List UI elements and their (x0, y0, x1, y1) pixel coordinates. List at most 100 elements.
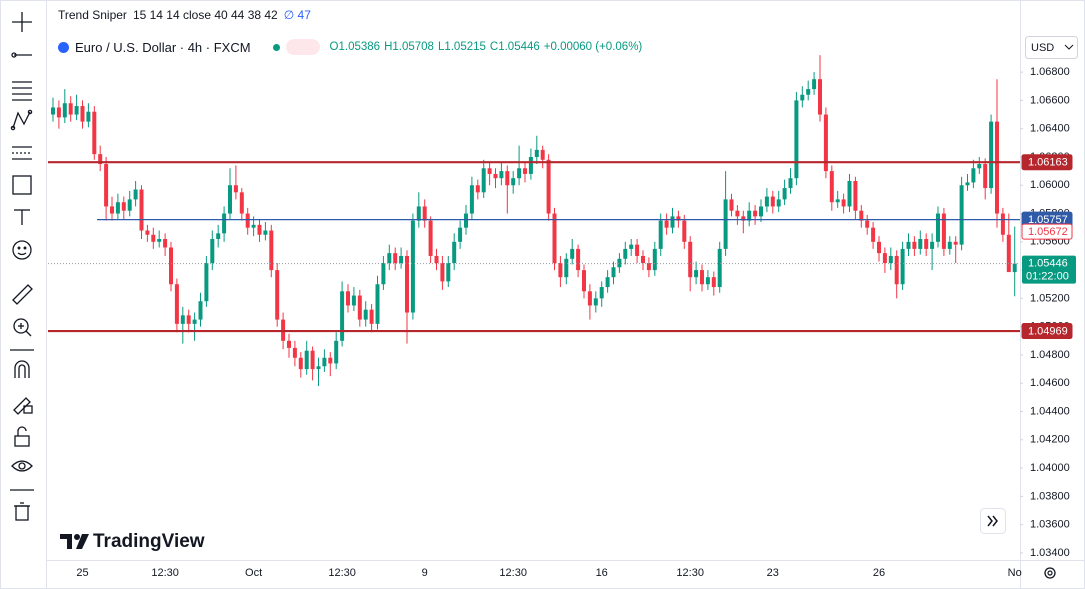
x-tick-label: 23 (767, 567, 779, 579)
candle-body-down (882, 253, 887, 264)
candle-body-down (245, 213, 250, 228)
remove-tool[interactable] (14, 502, 30, 521)
text-tool[interactable] (14, 209, 30, 225)
candle-body-up (180, 315, 185, 324)
candle-body-down (357, 295, 362, 320)
candle-body-up (216, 233, 221, 239)
magnet-tool[interactable] (14, 360, 30, 378)
candle-body-down (676, 216, 681, 221)
y-tick-label: 1.04800 (1030, 349, 1070, 361)
candle-body-up (947, 241, 952, 249)
candle-body-up (481, 168, 486, 193)
candle-body-up (605, 277, 610, 288)
candle-body-up (776, 199, 781, 207)
candle-body-up (623, 248, 628, 259)
candle-body-down (80, 106, 85, 122)
crosshair-tool[interactable] (12, 12, 32, 32)
candle-body-down (98, 154, 103, 165)
candle-body-up (316, 366, 321, 370)
zoom-tool[interactable] (13, 318, 32, 337)
settings-button[interactable] (1044, 567, 1056, 579)
candle-body-down (493, 173, 498, 179)
candle-body-down (894, 255, 899, 285)
candle-body-up (399, 255, 404, 264)
lock-tool[interactable] (14, 426, 30, 447)
candle-body-up (759, 206, 763, 217)
pattern-tool[interactable] (10, 109, 33, 131)
candle-body-down (546, 159, 551, 214)
candle-body-down (1006, 234, 1011, 273)
candle-body-down (859, 210, 864, 221)
visibility-tool[interactable] (11, 460, 33, 472)
candle-body-down (688, 241, 693, 278)
candle-body-down (104, 164, 109, 207)
candle-body-up (900, 248, 905, 285)
indicator-legend[interactable]: Trend Sniper 15 14 14 close 40 44 38 42 … (58, 8, 311, 22)
last-price-box (1022, 255, 1076, 284)
candle-body-up (723, 199, 728, 249)
quote-item: +0.00060 (+0.06%) (543, 41, 643, 53)
candle-body-down (145, 230, 150, 235)
scroll-to-realtime[interactable] (980, 508, 1006, 534)
candle-body-down (428, 220, 433, 256)
candle-body-up (452, 241, 457, 264)
candle-body-down (635, 244, 640, 256)
candle-body-down (646, 263, 651, 271)
candle-body-down (310, 350, 315, 370)
quote-item: H1.05708 (384, 41, 434, 53)
candle-body-down (475, 185, 480, 193)
candle-body-up (1012, 263, 1017, 273)
candle-body-down (110, 206, 114, 214)
candle-body-down (741, 216, 746, 221)
currency-selector[interactable]: USD (1025, 36, 1078, 59)
x-tick-label: 16 (596, 567, 608, 579)
symbol-legend[interactable]: Euro / U.S. Dollar · 4h · FXCM O1.05386 H… (58, 39, 642, 55)
candle-body-up (458, 227, 463, 242)
candle-body-up (263, 230, 268, 235)
candle-body-down (422, 206, 427, 221)
price-label: 1.04969 (1028, 325, 1068, 337)
quote-values: O1.05386 H1.05708 L1.05215 C1.05446 +0.00060… (330, 41, 643, 53)
y-tick-label: 1.04600 (1030, 377, 1070, 389)
x-tick-label: 26 (873, 567, 885, 579)
trend-line-tool[interactable] (11, 52, 32, 58)
candle-body-up (534, 149, 539, 157)
candle-body-up (517, 168, 522, 179)
projection-tool[interactable] (12, 146, 32, 160)
candle-body-up (570, 248, 575, 259)
fib-tool[interactable] (12, 81, 32, 101)
lock-drawings-tool[interactable] (13, 397, 33, 415)
plot-area (48, 55, 1020, 387)
candle-body-down (664, 220, 669, 228)
candle-body-down (440, 263, 445, 282)
candle-body-down (346, 291, 350, 306)
candle-body-down (257, 224, 262, 235)
candle-body-up (930, 241, 935, 249)
candle-body-up (717, 248, 722, 288)
candle-body-up (115, 202, 120, 214)
candle-body-up (812, 79, 817, 90)
candle-body-up (800, 94, 805, 101)
candle-body-up (652, 248, 657, 271)
candle-body-down (92, 111, 97, 155)
y-tick-label: 1.03800 (1030, 490, 1070, 502)
candle-body-down (239, 192, 244, 214)
x-tick-label: Oct (245, 567, 262, 579)
icon-tool[interactable] (12, 240, 32, 260)
countdown-label: 01:22:00 (1026, 271, 1069, 283)
y-tick-label: 1.03400 (1030, 547, 1070, 559)
y-tick-label: 1.06400 (1030, 123, 1070, 135)
x-tick-label: 12:30 (499, 567, 527, 579)
candle-body-up (794, 100, 799, 179)
measure-tool[interactable] (12, 284, 33, 305)
candle-body-down (487, 168, 492, 174)
candle-body-up (351, 295, 356, 306)
brush-tool[interactable] (12, 175, 32, 195)
candle-body-down (121, 202, 126, 211)
candle-body-down (163, 238, 168, 248)
last-price-label: 1.05446 (1028, 258, 1068, 270)
candle-body-up (782, 188, 787, 200)
candle-body-down (871, 227, 876, 242)
candle-body-up (375, 284, 380, 324)
